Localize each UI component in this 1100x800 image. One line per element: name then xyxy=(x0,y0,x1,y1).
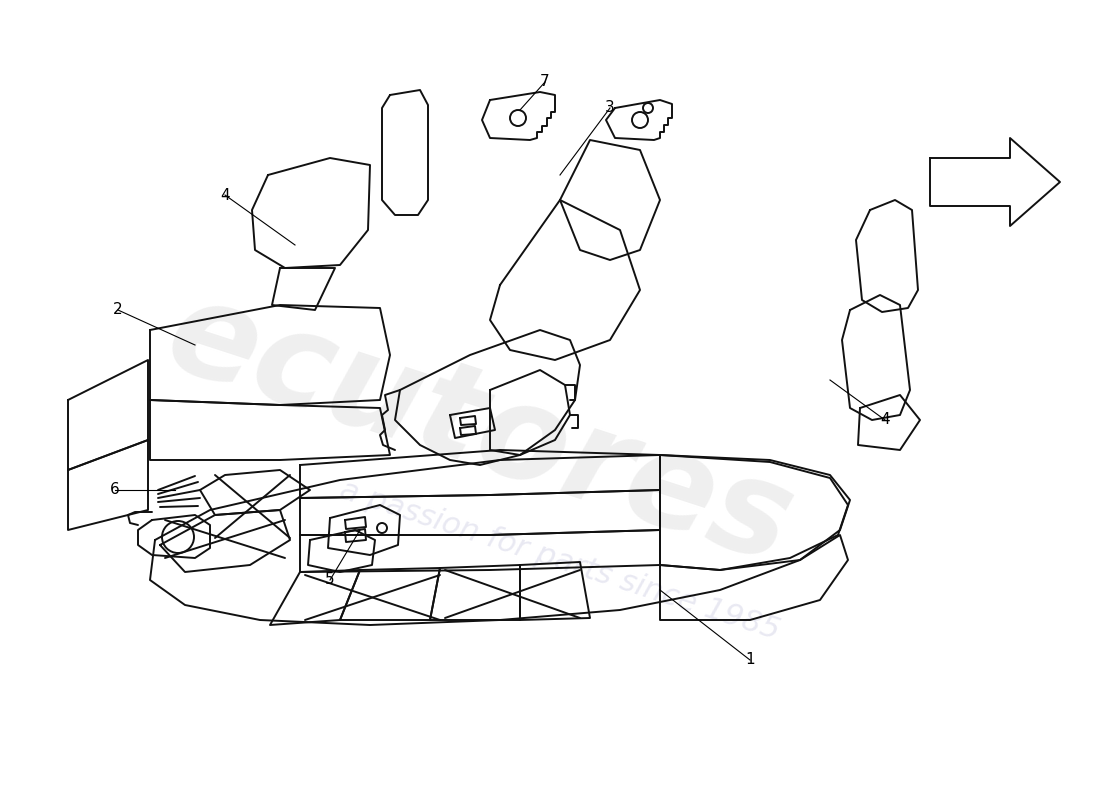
Text: 3: 3 xyxy=(605,101,615,115)
Text: 4: 4 xyxy=(220,187,230,202)
Text: 1: 1 xyxy=(745,653,755,667)
Text: 5: 5 xyxy=(326,573,334,587)
Text: ecutores: ecutores xyxy=(152,270,808,590)
Text: a passion for parts since 1985: a passion for parts since 1985 xyxy=(337,475,783,645)
Text: 4: 4 xyxy=(880,413,890,427)
Text: 6: 6 xyxy=(110,482,120,498)
Text: 2: 2 xyxy=(113,302,123,318)
Text: 7: 7 xyxy=(540,74,550,90)
